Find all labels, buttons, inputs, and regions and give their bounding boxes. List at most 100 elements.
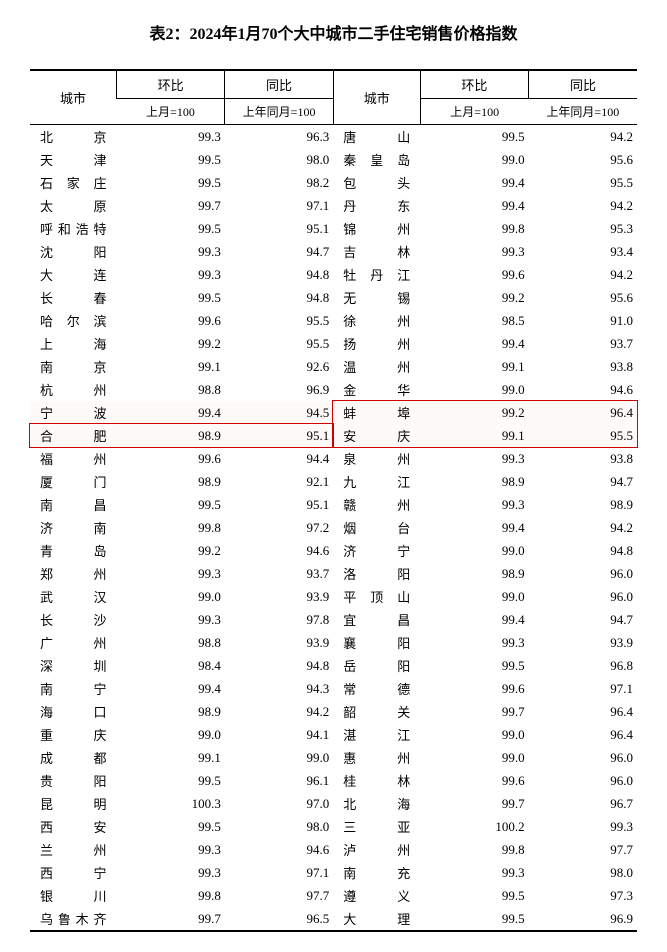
city-cell: 厦门 — [30, 470, 117, 493]
city-cell: 赣州 — [333, 493, 420, 516]
city-cell: 大理 — [333, 907, 420, 931]
city-cell: 三亚 — [333, 815, 420, 838]
value-cell: 94.8 — [225, 263, 333, 286]
value-cell: 97.3 — [529, 884, 637, 907]
value-cell: 91.0 — [529, 309, 637, 332]
city-cell: 贵阳 — [30, 769, 117, 792]
city-cell: 南宁 — [30, 677, 117, 700]
city-cell: 秦皇岛 — [333, 148, 420, 171]
city-cell: 成都 — [30, 746, 117, 769]
value-cell: 95.6 — [529, 286, 637, 309]
value-cell: 97.1 — [225, 194, 333, 217]
city-cell: 郑州 — [30, 562, 117, 585]
value-cell: 98.8 — [117, 631, 225, 654]
value-cell: 95.1 — [225, 424, 333, 447]
col-yoy-sub-right: 上年同月=100 — [529, 99, 637, 125]
value-cell: 99.0 — [420, 746, 528, 769]
value-cell: 99.5 — [117, 493, 225, 516]
city-cell: 北海 — [333, 792, 420, 815]
table-row: 南京99.192.6温州99.193.8 — [30, 355, 637, 378]
city-cell: 南充 — [333, 861, 420, 884]
value-cell: 99.3 — [117, 263, 225, 286]
table-row: 福州99.694.4泉州99.393.8 — [30, 447, 637, 470]
value-cell: 96.0 — [529, 746, 637, 769]
value-cell: 99.4 — [420, 608, 528, 631]
value-cell: 99.3 — [529, 815, 637, 838]
value-cell: 99.5 — [117, 217, 225, 240]
value-cell: 96.0 — [529, 562, 637, 585]
value-cell: 97.0 — [225, 792, 333, 815]
value-cell: 99.8 — [117, 516, 225, 539]
city-cell: 济南 — [30, 516, 117, 539]
value-cell: 99.5 — [117, 286, 225, 309]
value-cell: 94.2 — [529, 194, 637, 217]
city-cell: 济宁 — [333, 539, 420, 562]
value-cell: 99.3 — [117, 838, 225, 861]
col-mom-right: 环比 — [420, 70, 528, 99]
city-cell: 平顶山 — [333, 585, 420, 608]
table-row: 长春99.594.8无锡99.295.6 — [30, 286, 637, 309]
table-row: 哈尔滨99.695.5徐州98.591.0 — [30, 309, 637, 332]
city-cell: 锦州 — [333, 217, 420, 240]
city-cell: 桂林 — [333, 769, 420, 792]
value-cell: 99.6 — [117, 447, 225, 470]
table-body: 北京99.396.3唐山99.594.2天津99.598.0秦皇岛99.095.… — [30, 125, 637, 932]
col-mom-left: 环比 — [117, 70, 225, 99]
city-cell: 韶关 — [333, 700, 420, 723]
price-index-table: 城市 环比 同比 城市 环比 同比 上月=100 上年同月=100 上月=100… — [30, 69, 637, 932]
city-cell: 九江 — [333, 470, 420, 493]
city-cell: 南昌 — [30, 493, 117, 516]
value-cell: 96.3 — [225, 125, 333, 149]
value-cell: 99.2 — [420, 401, 528, 424]
value-cell: 93.7 — [225, 562, 333, 585]
value-cell: 98.9 — [529, 493, 637, 516]
value-cell: 99.4 — [117, 677, 225, 700]
city-cell: 长沙 — [30, 608, 117, 631]
city-cell: 烟台 — [333, 516, 420, 539]
value-cell: 99.0 — [225, 746, 333, 769]
city-cell: 包头 — [333, 171, 420, 194]
value-cell: 99.0 — [420, 723, 528, 746]
table-row: 重庆99.094.1湛江99.096.4 — [30, 723, 637, 746]
value-cell: 97.7 — [225, 884, 333, 907]
city-cell: 兰州 — [30, 838, 117, 861]
value-cell: 93.7 — [529, 332, 637, 355]
city-cell: 重庆 — [30, 723, 117, 746]
value-cell: 98.0 — [225, 148, 333, 171]
table-row: 沈阳99.394.7吉林99.393.4 — [30, 240, 637, 263]
value-cell: 99.4 — [420, 516, 528, 539]
city-cell: 青岛 — [30, 539, 117, 562]
value-cell: 97.1 — [225, 861, 333, 884]
city-cell: 西安 — [30, 815, 117, 838]
city-cell: 丹东 — [333, 194, 420, 217]
value-cell: 94.6 — [225, 539, 333, 562]
value-cell: 96.4 — [529, 700, 637, 723]
value-cell: 94.8 — [529, 539, 637, 562]
value-cell: 99.6 — [420, 677, 528, 700]
value-cell: 100.2 — [420, 815, 528, 838]
value-cell: 99.1 — [420, 424, 528, 447]
value-cell: 97.7 — [529, 838, 637, 861]
value-cell: 99.5 — [420, 654, 528, 677]
value-cell: 94.6 — [529, 378, 637, 401]
city-cell: 惠州 — [333, 746, 420, 769]
value-cell: 98.9 — [420, 562, 528, 585]
table-row: 大连99.394.8牡丹江99.694.2 — [30, 263, 637, 286]
city-cell: 岳阳 — [333, 654, 420, 677]
table-row: 长沙99.397.8宜昌99.494.7 — [30, 608, 637, 631]
table-row: 石家庄99.598.2包头99.495.5 — [30, 171, 637, 194]
city-cell: 泸州 — [333, 838, 420, 861]
value-cell: 93.8 — [529, 447, 637, 470]
table-row: 杭州98.896.9金华99.094.6 — [30, 378, 637, 401]
value-cell: 96.5 — [225, 907, 333, 931]
city-cell: 牡丹江 — [333, 263, 420, 286]
city-cell: 福州 — [30, 447, 117, 470]
value-cell: 96.8 — [529, 654, 637, 677]
table-row: 广州98.893.9襄阳99.393.9 — [30, 631, 637, 654]
value-cell: 99.0 — [420, 539, 528, 562]
city-cell: 北京 — [30, 125, 117, 149]
value-cell: 99.5 — [117, 148, 225, 171]
value-cell: 99.1 — [117, 355, 225, 378]
value-cell: 94.2 — [529, 125, 637, 149]
city-cell: 长春 — [30, 286, 117, 309]
